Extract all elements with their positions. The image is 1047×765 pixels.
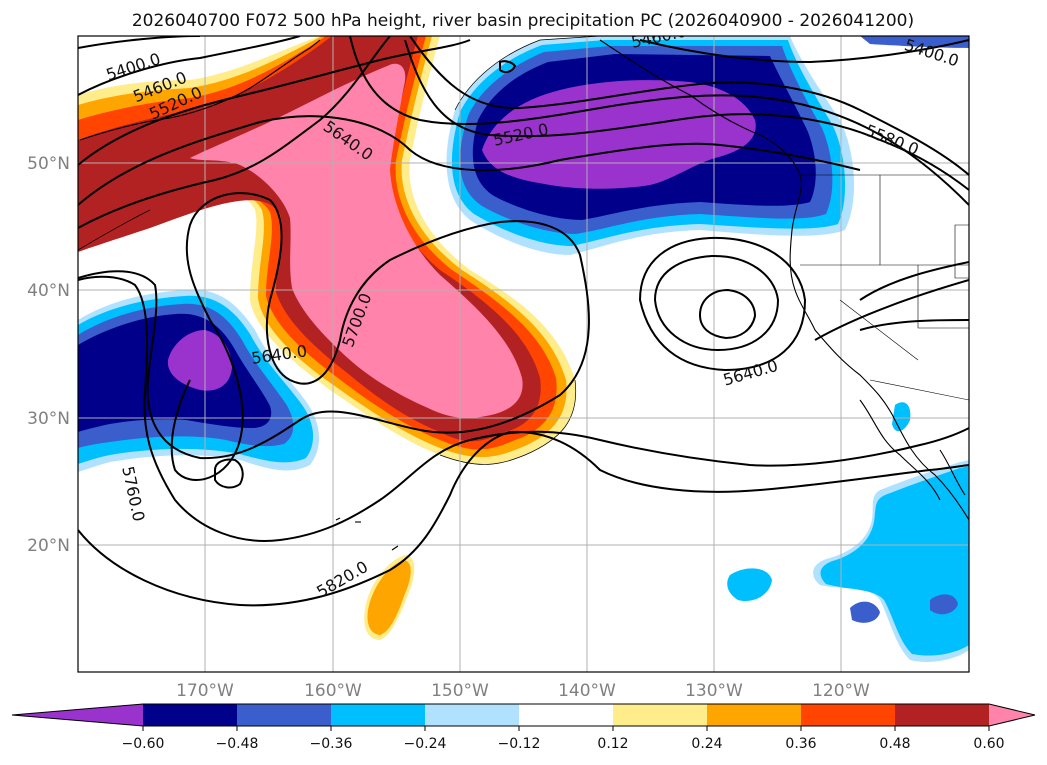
colorbar-tick-label: 0.60 [973, 736, 1004, 752]
lon-label: 130°W [685, 681, 743, 701]
colorbar-tick-label: −0.24 [404, 736, 447, 752]
colorbar-segment [143, 704, 238, 726]
negative-precip-anomaly-w [78, 289, 320, 472]
colorbar-tick-label: −0.36 [310, 736, 353, 752]
negative-precip-anomaly-ne [446, 36, 855, 255]
colorbar-tick-label: 0.24 [691, 736, 722, 752]
figure-title: 2026040700 F072 500 hPa height, river ba… [132, 11, 914, 31]
colorbar-segment [237, 704, 332, 726]
colorbar-tick-label: 0.36 [785, 736, 816, 752]
lat-label: 50°N [27, 154, 70, 174]
colorbar-tick-label: −0.12 [498, 736, 541, 752]
lat-label: 40°N [27, 281, 70, 301]
shading-outlines [78, 36, 601, 465]
colorbar-segment [613, 704, 708, 726]
lon-label: 140°W [558, 681, 616, 701]
colorbar-segment [801, 704, 896, 726]
colorbar-segment [425, 704, 520, 726]
colorbar-tick-label: 0.48 [879, 736, 910, 752]
lon-label: 120°W [812, 681, 870, 701]
colorbar: −0.60 −0.48 −0.36 −0.24 −0.12 0.12 0.24 0.36 0.4… [11, 703, 1036, 752]
lon-label: 150°W [431, 681, 489, 701]
colorbar-segment [519, 704, 614, 726]
colorbar-segment [895, 704, 990, 726]
colorbar-tick-label: 0.12 [597, 736, 628, 752]
coastlines [79, 39, 969, 551]
colorbar-tick-label: −0.48 [216, 736, 259, 752]
graticule [78, 36, 969, 672]
colorbar-segment [707, 704, 802, 726]
map-panel: 5400.0 5460.0 5520.0 5640.0 5520.0 5580.… [78, 36, 969, 672]
colorbar-segment [331, 704, 426, 726]
colorbar-extend-low [12, 704, 143, 726]
colorbar-extend-high [989, 704, 1035, 726]
lat-label: 30°N [27, 409, 70, 429]
colorbar-tick-label: −0.60 [122, 736, 165, 752]
borders [800, 174, 969, 401]
lon-label: 170°W [176, 681, 234, 701]
lon-labels: 170°W 160°W 150°W 140°W 130°W 120°W [176, 681, 870, 701]
map-frame [77, 35, 970, 673]
negative-precip-anomaly-se [727, 36, 969, 662]
lon-label: 160°W [304, 681, 362, 701]
lat-labels: 50°N 40°N 30°N 20°N [27, 154, 70, 556]
height-contours [78, 36, 969, 607]
lat-label: 20°N [27, 536, 70, 556]
